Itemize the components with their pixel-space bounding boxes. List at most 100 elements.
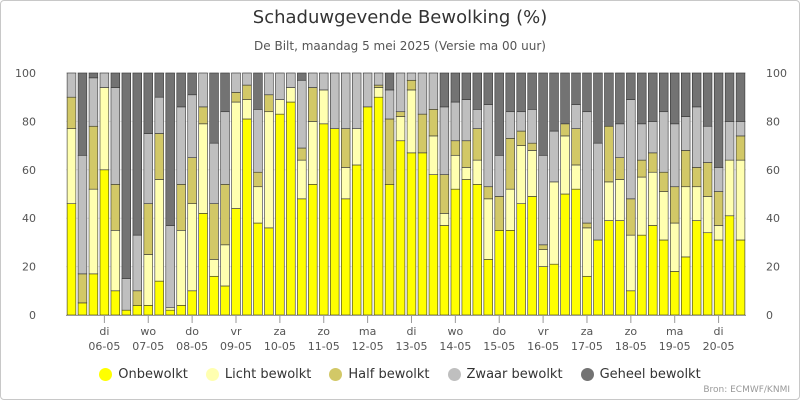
x-tick-label-date: 12-05 [352, 340, 384, 353]
bar-segment [242, 118, 252, 316]
bar-segment [417, 113, 428, 154]
x-tick-label-date: 16-05 [527, 340, 559, 353]
bar-segment [571, 164, 581, 190]
y-tick-label-right: 80 [766, 115, 780, 128]
bar-segment [713, 167, 724, 192]
x-tick-label-day: ma [666, 325, 683, 338]
bar-segment [66, 96, 77, 129]
bar-segment [648, 152, 658, 173]
legend-label: Zwaar bewolkt [466, 367, 563, 382]
bar-segment [593, 72, 603, 144]
bar-segment [680, 150, 691, 188]
bar-segment [286, 72, 296, 88]
x-tick-label-day: za [274, 325, 287, 338]
x-tick-label-day: zo [317, 325, 330, 338]
bar-segment [659, 111, 669, 173]
bar-segment [220, 285, 230, 316]
bar-segment [121, 72, 132, 279]
y-tick-label-right: 0 [766, 309, 773, 322]
bar-segment [362, 72, 373, 108]
bar-segment [724, 121, 735, 161]
bar-segment [264, 227, 274, 316]
chart-title: Schaduwgevende Bewolking (%) [252, 7, 548, 28]
bar-segment [132, 234, 142, 292]
bar-segment [395, 72, 406, 113]
bar-segment [154, 72, 164, 98]
bar-segment [691, 220, 702, 316]
bar-segment [373, 84, 384, 88]
bar-segment [209, 203, 219, 260]
bar-segment [450, 72, 461, 103]
legend-dot-icon [329, 368, 343, 381]
bar-segment [483, 104, 493, 188]
bar-segment [187, 94, 197, 158]
bar-segment [165, 72, 175, 226]
bar-segment [680, 72, 691, 117]
bar-segment [527, 109, 537, 144]
bar-segment [615, 179, 625, 221]
legend-item[interactable]: Onbewolkt [99, 367, 188, 382]
bar-segment [198, 213, 208, 316]
y-tick-label-right: 60 [766, 164, 780, 177]
bar-segment [275, 113, 285, 316]
bar-segment [735, 72, 746, 122]
bar-segment [439, 72, 450, 108]
y-tick-label-left: 0 [29, 309, 36, 322]
bar-segment [516, 72, 526, 113]
bar-segment [680, 116, 691, 151]
bar-segment [472, 159, 482, 185]
bar-segment [154, 179, 164, 282]
bar-segment [626, 198, 636, 236]
bar-segment [231, 72, 241, 93]
bar-segment [110, 290, 121, 316]
bar-segment [297, 147, 307, 161]
bar-segment [604, 125, 614, 183]
bar-segment [77, 154, 88, 275]
bar-segment [527, 196, 537, 316]
bar-segment [428, 174, 439, 316]
y-tick-label-right: 100 [766, 67, 787, 80]
legend-item[interactable]: Geheel bewolkt [580, 367, 701, 382]
legend-dot-icon [205, 368, 219, 381]
legend-item[interactable]: Zwaar bewolkt [447, 367, 563, 382]
bar-segment [516, 130, 526, 146]
bar-segment [330, 128, 340, 316]
x-tick-label-date: 15-05 [483, 340, 515, 353]
bar-segment [308, 121, 318, 185]
bar-segment [582, 111, 592, 224]
bar-segment [670, 72, 680, 125]
bar-segment [154, 133, 164, 180]
legend-item[interactable]: Licht bewolkt [205, 367, 311, 382]
bar-segment [516, 111, 526, 132]
bar-segment [450, 101, 461, 142]
bar-segment [286, 87, 296, 103]
bar-segment [691, 106, 702, 168]
y-tick-label-right: 40 [766, 212, 780, 225]
x-tick-label-day: di [714, 325, 724, 338]
bar-segment [439, 213, 450, 226]
bar-segment [735, 159, 746, 241]
bar-segment [417, 152, 428, 316]
bar-segment [319, 123, 329, 316]
bar-segment [626, 72, 636, 100]
bar-segment [659, 72, 669, 113]
bar-segment [384, 184, 395, 316]
bar-segment [88, 125, 99, 190]
bar-segment [406, 72, 417, 81]
x-tick-label-day: ma [359, 325, 376, 338]
bar-segment [670, 271, 680, 316]
legend-item[interactable]: Half bewolkt [329, 367, 430, 382]
bar-segment [549, 263, 559, 316]
bar-segment [670, 222, 680, 272]
bar-segment [132, 305, 142, 316]
bar-segment [637, 123, 647, 161]
x-tick-label-date: 18-05 [615, 340, 647, 353]
bar-segment [604, 72, 614, 127]
bar-segment [220, 72, 230, 113]
bar-segment [659, 239, 669, 316]
bar-segment [308, 87, 318, 122]
bar-segment [571, 72, 581, 105]
bar-segment [132, 72, 142, 236]
bar-segment [143, 203, 153, 255]
bar-segment [538, 249, 548, 267]
